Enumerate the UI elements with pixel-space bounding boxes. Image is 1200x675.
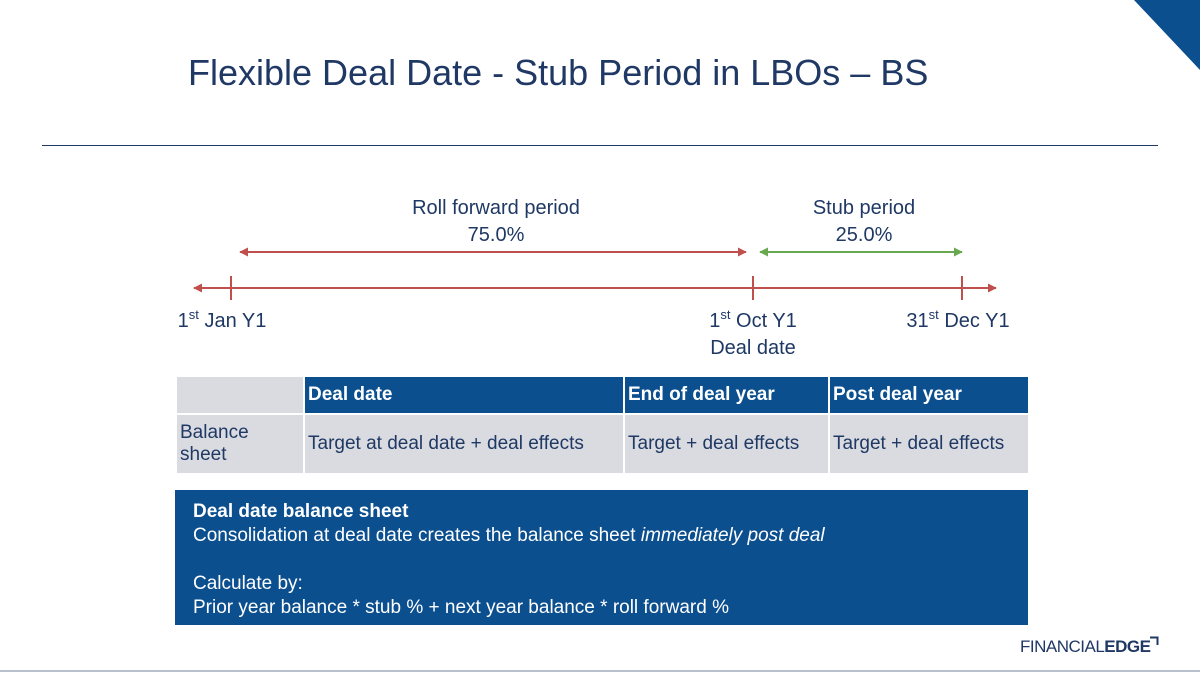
balance-sheet-table: Deal date End of deal year Post deal yea… [175,375,1030,475]
title-divider [42,145,1158,146]
footer-divider [0,670,1200,672]
info-heading: Deal date balance sheet [193,501,409,522]
header-deal-date: Deal date [303,375,625,415]
cell-deal-date: Target at deal date + deal effects [303,413,625,475]
deal-date-caption: Deal date [710,337,796,359]
header-post-deal-year: Post deal year [828,375,1030,415]
info-description-text: Consolidation at deal date creates the b… [193,525,641,546]
info-description-emphasis: immediately post deal [640,525,825,546]
financial-edge-logo: FINANCIALEDGE [1020,633,1160,659]
logo-edge: EDGE [1104,637,1151,656]
roll-forward-pct: 75.0% [468,224,525,246]
logo-financial: FINANCIAL [1020,637,1105,656]
table-row: Balance sheet Target at deal date + deal… [175,413,1030,475]
timeline-diagram: Roll forward period 75.0% Stub period 25… [178,197,1010,359]
header-blank [175,375,305,415]
cell-end-of-deal-year: Target + deal effects [623,413,830,475]
stub-label: Stub period [813,197,915,219]
header-end-of-deal-year: End of deal year [623,375,830,415]
end-date-label: 31st Dec Y1 [906,307,1009,332]
stub-pct: 25.0% [836,224,893,246]
logo-wordmark: FINANCIALEDGE [1020,637,1151,657]
row-label: Balance sheet [175,413,305,475]
corner-accent [1134,0,1200,70]
info-spacer [193,548,1010,572]
table-header-row: Deal date End of deal year Post deal yea… [175,375,1030,415]
info-box: Deal date balance sheet Consolidation at… [175,490,1028,625]
logo-corner-icon [1150,636,1159,645]
cell-post-deal-year: Target + deal effects [828,413,1030,475]
deal-date-label: 1st Oct Y1 [709,307,797,332]
start-date-label: 1st Jan Y1 [178,307,267,332]
info-description: Consolidation at deal date creates the b… [193,524,1010,548]
calc-label: Calculate by: [193,573,303,594]
calc-formula: Prior year balance * stub % + next year … [193,597,729,618]
roll-forward-label: Roll forward period [412,197,580,219]
slide-title: Flexible Deal Date - Stub Period in LBOs… [188,52,929,93]
